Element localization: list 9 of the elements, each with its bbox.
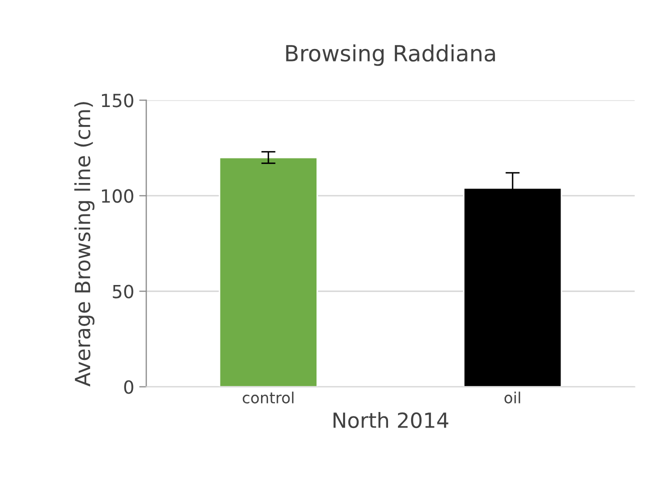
y-axis-title: Average Browsing line (cm) [74,102,94,386]
y-tick-label: 100 [102,189,134,203]
y-tick-label: 50 [112,284,134,298]
x-tick-label: oil [504,392,520,404]
y-tick-label: 150 [102,94,134,108]
x-tick-label: control [242,392,294,404]
x-axis-title: North 2014 [334,412,448,428]
chart-title: Browsing Raddiana [286,44,495,66]
y-tick-label: 0 [124,380,134,394]
